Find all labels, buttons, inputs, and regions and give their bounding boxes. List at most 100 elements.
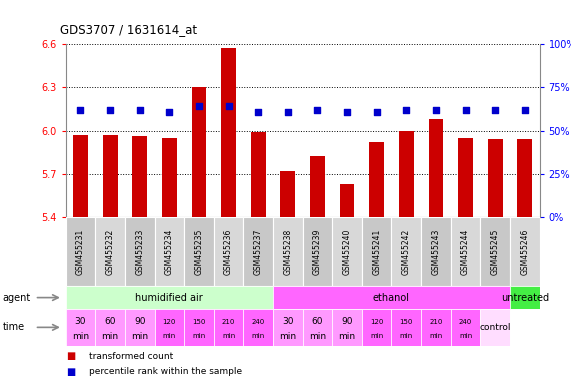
Text: min: min — [131, 332, 148, 341]
Text: GSM455232: GSM455232 — [106, 228, 115, 275]
Text: GSM455235: GSM455235 — [195, 228, 203, 275]
Text: min: min — [400, 333, 413, 339]
Text: time: time — [3, 322, 25, 333]
Text: min: min — [163, 333, 176, 339]
Bar — [362, 217, 392, 286]
Bar — [221, 48, 236, 217]
Point — [490, 107, 500, 113]
Point — [431, 107, 440, 113]
Text: 90: 90 — [341, 318, 353, 326]
Bar — [480, 217, 510, 286]
Bar — [303, 309, 332, 346]
Text: min: min — [429, 333, 443, 339]
Point — [343, 109, 352, 115]
Text: GSM455240: GSM455240 — [343, 228, 352, 275]
Bar — [510, 217, 540, 286]
Point — [461, 107, 470, 113]
Bar — [517, 139, 532, 217]
Bar — [488, 139, 502, 217]
Bar — [273, 309, 303, 346]
Text: 60: 60 — [104, 318, 116, 326]
Text: min: min — [370, 333, 383, 339]
Text: 210: 210 — [222, 319, 235, 325]
Text: min: min — [192, 333, 206, 339]
Text: humidified air: humidified air — [135, 293, 203, 303]
Text: 30: 30 — [75, 318, 86, 326]
Text: GSM455234: GSM455234 — [165, 228, 174, 275]
Text: GSM455233: GSM455233 — [135, 228, 144, 275]
Point — [402, 107, 411, 113]
Text: GDS3707 / 1631614_at: GDS3707 / 1631614_at — [60, 23, 197, 36]
Bar — [421, 309, 451, 346]
Bar — [273, 217, 303, 286]
Text: min: min — [72, 332, 89, 341]
Bar — [132, 136, 147, 217]
Text: min: min — [339, 332, 356, 341]
Bar — [399, 131, 414, 217]
Text: GSM455239: GSM455239 — [313, 228, 322, 275]
Bar — [155, 217, 184, 286]
Text: 240: 240 — [252, 319, 265, 325]
Bar — [73, 135, 88, 217]
Bar — [243, 217, 273, 286]
Point — [283, 109, 292, 115]
Text: ■: ■ — [66, 351, 75, 361]
Bar — [184, 309, 214, 346]
Text: GSM455237: GSM455237 — [254, 228, 263, 275]
Bar — [332, 217, 362, 286]
Bar — [451, 309, 480, 346]
Bar — [332, 309, 362, 346]
Text: GSM455243: GSM455243 — [432, 228, 440, 275]
Text: 90: 90 — [134, 318, 146, 326]
Bar — [340, 184, 355, 217]
Bar — [451, 217, 480, 286]
Text: min: min — [279, 332, 296, 341]
Text: untreated: untreated — [501, 293, 549, 303]
Text: control: control — [480, 323, 511, 332]
Bar — [103, 135, 118, 217]
Bar — [369, 142, 384, 217]
Text: GSM455245: GSM455245 — [490, 228, 500, 275]
Bar — [125, 217, 155, 286]
Text: 120: 120 — [370, 319, 383, 325]
Bar — [510, 309, 540, 346]
Text: GSM455236: GSM455236 — [224, 228, 233, 275]
Bar — [310, 157, 325, 217]
Point — [135, 107, 144, 113]
Text: 210: 210 — [429, 319, 443, 325]
Bar — [251, 132, 266, 217]
Text: 150: 150 — [400, 319, 413, 325]
Bar — [243, 309, 273, 346]
Text: min: min — [222, 333, 235, 339]
Text: 30: 30 — [282, 318, 293, 326]
Text: GSM455244: GSM455244 — [461, 228, 470, 275]
Point — [520, 107, 529, 113]
Bar — [214, 309, 243, 346]
Point — [106, 107, 115, 113]
Text: min: min — [252, 333, 265, 339]
Bar — [392, 309, 421, 346]
Bar — [458, 138, 473, 217]
Bar — [95, 309, 125, 346]
Text: GSM455246: GSM455246 — [520, 228, 529, 275]
Bar — [66, 309, 95, 346]
Bar — [66, 217, 95, 286]
Text: 150: 150 — [192, 319, 206, 325]
Point — [76, 107, 85, 113]
Bar — [184, 217, 214, 286]
Bar — [510, 286, 540, 309]
Point — [254, 109, 263, 115]
Text: 120: 120 — [163, 319, 176, 325]
Bar — [162, 138, 177, 217]
Text: 240: 240 — [459, 319, 472, 325]
Point — [372, 109, 381, 115]
Bar — [280, 171, 295, 217]
Bar — [392, 217, 421, 286]
Bar — [125, 309, 155, 346]
Text: ■: ■ — [66, 366, 75, 377]
Text: percentile rank within the sample: percentile rank within the sample — [89, 367, 242, 376]
Bar — [273, 286, 510, 309]
Text: transformed count: transformed count — [89, 352, 173, 361]
Text: GSM455238: GSM455238 — [283, 228, 292, 275]
Bar — [362, 309, 392, 346]
